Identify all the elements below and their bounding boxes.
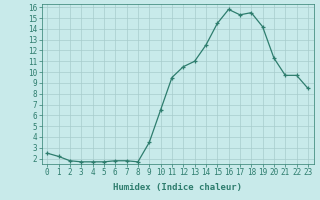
X-axis label: Humidex (Indice chaleur): Humidex (Indice chaleur)	[113, 183, 242, 192]
